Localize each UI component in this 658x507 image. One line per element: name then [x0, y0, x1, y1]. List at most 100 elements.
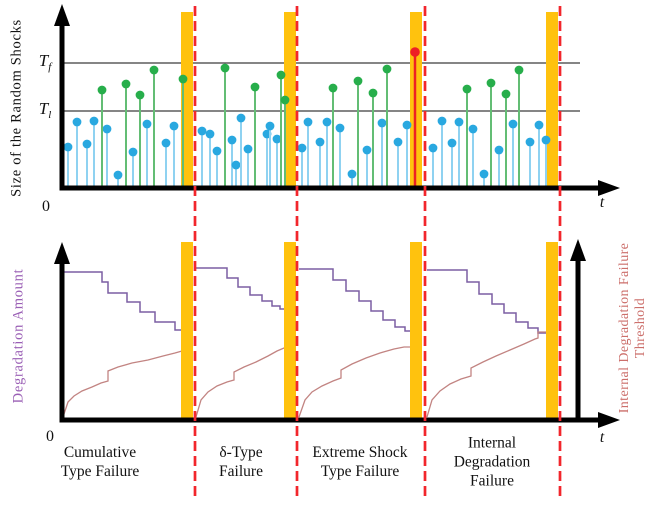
minor-shock-dot [303, 117, 313, 127]
minor-shock-dot [113, 170, 123, 180]
degradation-threshold-curve [196, 267, 289, 310]
major-shock-dot [220, 63, 230, 73]
minor-shock-dot [335, 123, 345, 133]
minor-shock-dot [265, 121, 275, 131]
minor-shock-dot [347, 169, 357, 179]
minor-shock-dot [169, 121, 179, 131]
right-y-axis-label: Internal Degradation Failure Threshold [617, 243, 649, 414]
right-y-axis-label-line2: Threshold [633, 297, 648, 359]
region-label-line: Failure [470, 472, 514, 490]
minor-shock-dot [142, 119, 152, 129]
minor-shock-dot [205, 129, 215, 139]
major-shock-dot [501, 89, 511, 99]
region-label-line: Type Failure [320, 463, 400, 480]
degradation-threshold-curve [62, 271, 187, 337]
minor-shock-dot [82, 139, 92, 149]
minor-shock-dot [541, 135, 551, 145]
extreme-shock-threshold-label: Tf [39, 51, 52, 73]
axis-arrowhead [54, 4, 70, 26]
failure-bar-bottom-panel [181, 242, 193, 420]
major-shock-dot [382, 64, 392, 74]
degradation-threshold-curve [427, 269, 547, 334]
major-shock-dot [178, 74, 188, 84]
major-shock-dot [514, 65, 524, 75]
minor-shock-dot [454, 117, 464, 127]
minor-shock-dot [479, 169, 489, 179]
major-shock-dot [250, 82, 260, 92]
degradation-curve [62, 342, 189, 418]
minor-shock-dot [243, 144, 253, 154]
region-label-line: Type Failure [60, 463, 140, 480]
minor-shock-dot [297, 143, 307, 153]
major-shock-dot [276, 70, 286, 80]
region-label-line: Cumulative [63, 444, 137, 461]
region-label-line: Extreme Shock [312, 444, 408, 461]
minor-shock-dot [437, 116, 447, 126]
minor-shock-dot [72, 117, 82, 127]
minor-shock-dot [393, 137, 403, 147]
region-label-line: Degradation [453, 453, 531, 471]
region-label-internal-degradation-failure: Internal Degradation Failure [454, 434, 531, 491]
minor-shock-dot [322, 117, 332, 127]
degradation-curve [298, 346, 412, 418]
major-shock-dot [353, 76, 363, 86]
top-origin-label: 0 [42, 198, 50, 215]
minor-shock-dot [315, 137, 325, 147]
minor-shock-dot [468, 124, 478, 134]
failure-bar-bottom-panel [284, 242, 296, 420]
failure-bar-top-panel [546, 12, 558, 188]
region-label-delta-type-failure: δ-Type Failure [219, 443, 263, 481]
degradation-threshold-curve [299, 268, 412, 332]
minor-shock-dot [494, 145, 504, 155]
minor-shock-dot [161, 138, 171, 148]
bottom-origin-label: 0 [46, 428, 54, 445]
minor-shock-dot [128, 147, 138, 157]
minor-shock-dot [525, 137, 535, 147]
minor-shock-dot [102, 124, 112, 134]
region-label-line: δ-Type [219, 444, 263, 461]
minor-shock-dot [89, 116, 99, 126]
failure-bar-top-panel [284, 12, 296, 188]
threshold-symbol: T [38, 98, 49, 118]
major-shock-dot [328, 83, 338, 93]
degradation-curve [195, 346, 291, 418]
major-shock-dot [462, 84, 472, 94]
bottom-x-axis-label: t [599, 429, 605, 446]
minor-shock-dot [231, 160, 241, 170]
major-shock-dot [280, 95, 290, 105]
minor-shock-dot [534, 120, 544, 130]
extreme-shock-dot [410, 47, 420, 57]
minor-shock-dot [272, 134, 282, 144]
minor-shock-dot [197, 126, 207, 136]
minor-shock-dot [63, 142, 73, 152]
axis-arrowhead [598, 180, 620, 196]
bottom-y-axis-label: Degradation Amount [10, 268, 27, 404]
minor-shock-dot [428, 143, 438, 153]
minor-shock-dot [212, 146, 222, 156]
minor-shock-dot [362, 145, 372, 155]
minor-shock-dot [447, 138, 457, 148]
major-shock-dot [121, 79, 131, 89]
region-label-cumulative-type-failure: Cumulative Type Failure [61, 443, 140, 481]
minor-shock-dot [227, 135, 237, 145]
shock-threshold-label: Tl [39, 99, 52, 121]
major-shock-dot [97, 85, 107, 95]
axis-arrowhead [570, 239, 586, 261]
minor-shock-dot [377, 118, 387, 128]
axis-arrowhead [598, 412, 620, 428]
right-y-axis-label-line1: Internal Degradation Failure [617, 242, 632, 414]
major-shock-dot [135, 90, 145, 100]
threshold-subscript: l [48, 109, 52, 122]
region-label-extreme-shock-type-failure: Extreme Shock Type Failure [312, 443, 407, 481]
top-y-axis-label: Size of the Random Shocks [8, 19, 25, 197]
minor-shock-dot [236, 113, 246, 123]
threshold-subscript: f [48, 61, 52, 74]
failure-bar-bottom-panel [546, 242, 558, 420]
minor-shock-dot [508, 119, 518, 129]
axis-arrowhead [54, 242, 70, 264]
major-shock-dot [486, 78, 496, 88]
region-label-line: Failure [219, 463, 263, 480]
threshold-symbol: T [38, 50, 49, 70]
